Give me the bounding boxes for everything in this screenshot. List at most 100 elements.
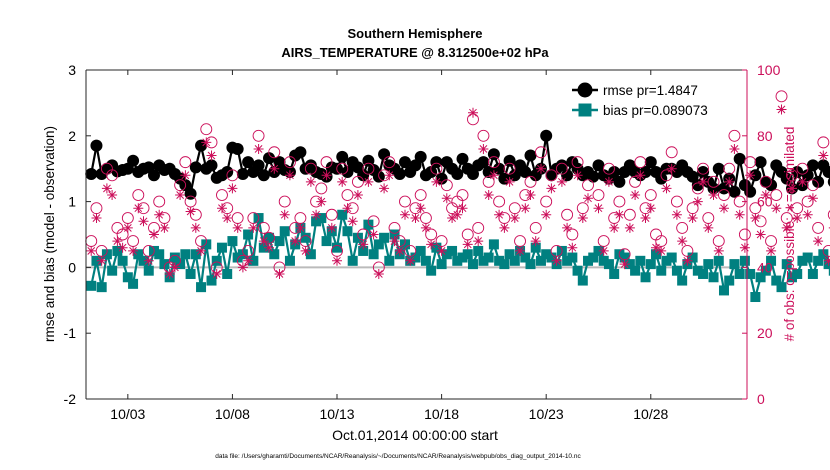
assimilated-obs-point [316,196,327,207]
rmse-point [221,165,234,178]
assimilated-obs-point [342,203,353,214]
bias-point [473,245,484,256]
assimilated-obs-point [583,193,593,204]
assimilated-obs-point [175,190,186,200]
bias-point [143,265,154,276]
possible-obs-point [723,162,736,175]
possible-obs-point [278,195,291,208]
bias-point [237,249,248,260]
bias-point [415,245,426,256]
y-tick-right-label: 20 [757,325,773,341]
bias-point [379,232,390,243]
possible-obs-point [106,169,119,182]
obs-count-series [85,90,830,279]
y-tick-right-label: 40 [757,259,773,275]
bias-point [603,259,614,270]
assimilated-obs-point [269,163,280,174]
rmse-point [822,165,830,178]
possible-obs-point [806,179,819,192]
bias-point [583,255,594,266]
rmse-point [555,159,568,172]
bias-point [426,265,437,276]
bias-point [196,282,207,293]
y-axis-right-label: # of obs: o=possible; ∗=assimilated [782,127,797,342]
possible-obs-point [189,208,202,221]
rmse-point [728,185,741,198]
rmse-point [765,179,778,192]
bias-point [300,232,311,243]
possible-obs-point [592,189,605,201]
assimilated-obs-point [525,190,536,200]
assimilated-obs-point [248,222,259,233]
possible-obs-point [362,162,375,175]
possible-obs-point [744,156,757,169]
bias-point [635,255,646,266]
possible-obs-point [90,202,103,215]
bias-point [373,239,384,250]
bias-point [332,242,343,253]
possible-obs-point [576,202,589,215]
x-tick-label: 10/08 [215,406,250,422]
bias-point [792,268,803,279]
assimilated-obs-point [201,137,212,148]
possible-obs-point [367,215,380,228]
assimilated-obs-point [708,190,719,200]
assimilated-obs-point [394,245,405,256]
possible-obs-point [325,208,338,221]
assimilated-obs-point [117,242,128,253]
rmse-point [508,169,521,182]
assimilated-obs-point [457,203,468,214]
assimilated-obs-point [284,170,295,181]
rmse-point [712,162,725,175]
possible-obs-point [676,221,689,234]
bias-point [525,259,536,270]
assimilated-obs-point [656,245,667,256]
assimilated-obs-point [488,170,499,181]
bias-point [384,255,395,266]
bias-point [122,272,133,283]
y-tick-label: 2 [68,128,76,144]
bias-point [190,249,201,260]
assimilated-obs-point [473,236,484,247]
possible-obs-point [670,195,683,208]
assimilated-obs-point [593,203,604,214]
bias-point [776,282,787,293]
rmse-point [655,172,668,185]
rmse-point [524,149,537,162]
assimilated-obs-point [530,236,541,247]
possible-obs-point [252,129,265,142]
assimilated-obs-point [290,236,301,247]
assimilated-obs-point [143,255,154,266]
bias-point [399,239,410,250]
possible-obs-point [383,156,396,169]
assimilated-obs-point [180,170,191,181]
possible-obs-point [216,189,228,201]
assimilated-obs-point [739,242,750,253]
bias-point [781,259,792,270]
assimilated-obs-point [462,239,473,250]
assimilated-obs-point [651,242,661,253]
bias-point [185,268,196,279]
possible-obs-point [419,212,432,225]
rmse-point [294,146,307,159]
bias-point [572,265,583,276]
bias-point [457,252,468,263]
possible-obs-point [268,146,281,159]
bias-point [630,265,641,276]
possible-obs-point [498,212,511,225]
bias-point [169,252,180,263]
assimilated-obs-point [478,144,489,154]
assimilated-obs-point [734,209,745,220]
assimilated-obs-point [781,222,792,233]
assimilated-obs-point [572,170,583,181]
assimilated-obs-point [666,163,677,174]
possible-obs-point [283,156,296,169]
possible-obs-point [414,189,427,201]
assimilated-obs-point [133,203,144,214]
bias-point [535,255,546,266]
assimilated-obs-point [227,183,238,194]
x-tick-label: 10/13 [319,406,354,422]
assimilated-obs-point [405,255,416,266]
bias-point [797,255,808,266]
y-tick-label: -1 [64,325,77,341]
